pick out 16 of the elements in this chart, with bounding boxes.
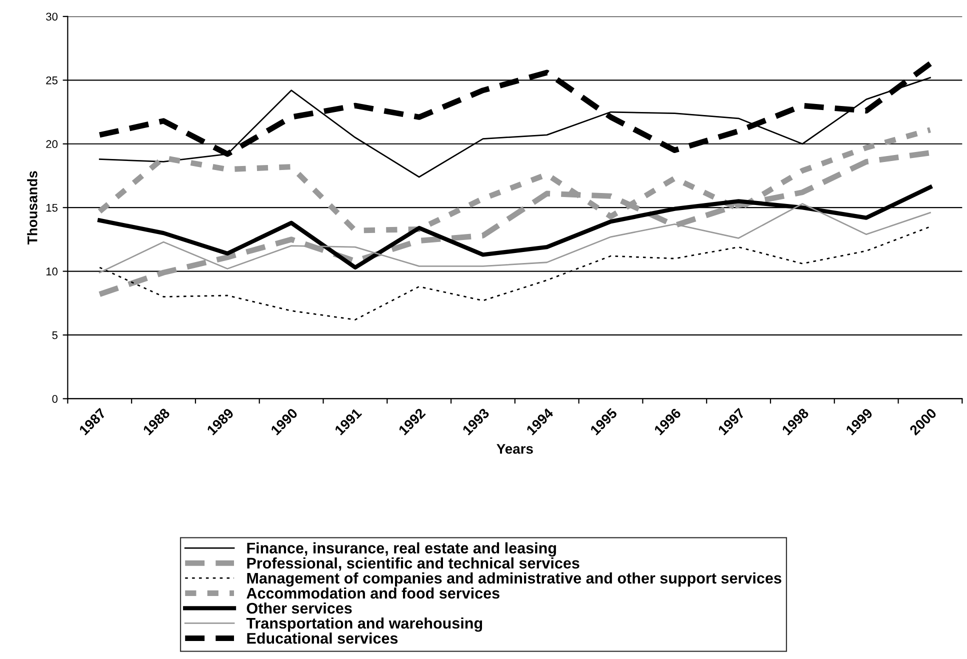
legend-label: Accommodation and food services (246, 587, 500, 599)
y-tick-label: 5 (52, 331, 58, 340)
y-tick-label: 25 (46, 76, 58, 84)
legend-label: Management of companies and administrative and other support services (247, 572, 782, 587)
legend-label: Professional, scientific and technical services (247, 557, 580, 571)
y-tick-label: 0 (52, 394, 58, 403)
legend-label: Transportation and warehousing (246, 617, 482, 632)
legend-label: Educational services (247, 632, 398, 644)
y-tick-label: 30 (46, 12, 58, 21)
legend-label: Other services (246, 602, 352, 614)
y-tick-label: 20 (46, 140, 58, 148)
y-axis-title: Thousands (27, 171, 38, 244)
y-tick-label: 10 (46, 268, 58, 276)
x-axis-title: Years (496, 444, 533, 454)
y-tick-label: 15 (46, 204, 58, 212)
legend-label: Finance, insurance, real estate and leasing (247, 542, 556, 557)
